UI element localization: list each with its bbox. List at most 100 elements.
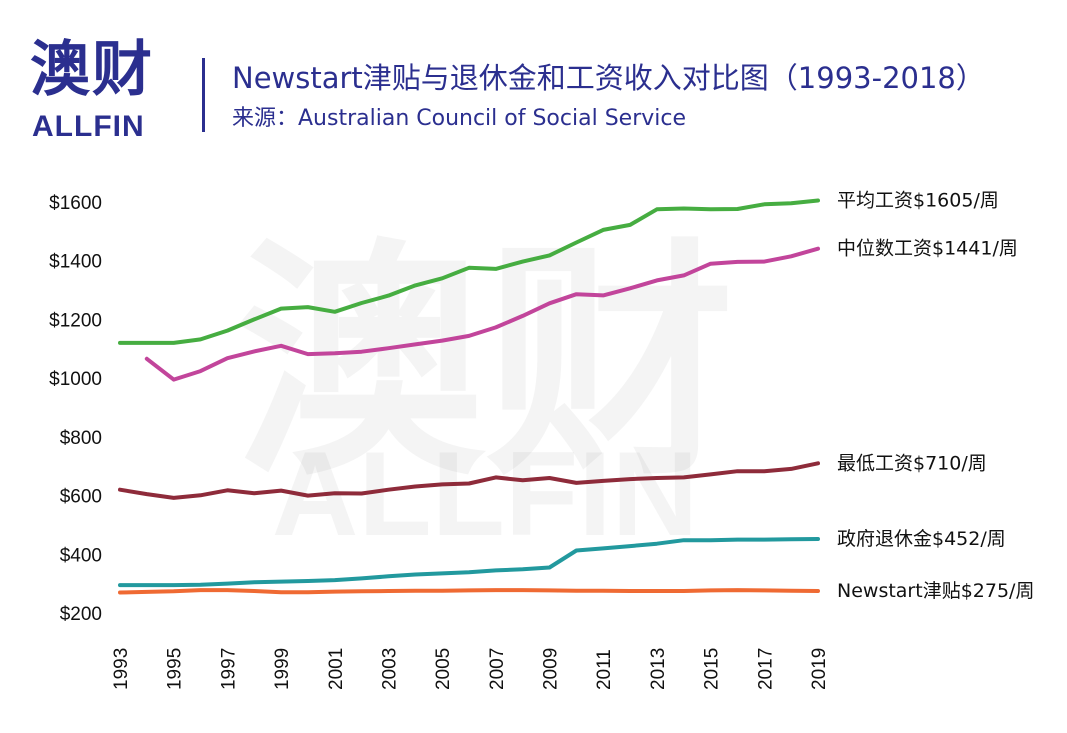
series-1-point [172, 378, 176, 382]
series-0-point [360, 301, 364, 305]
series-label-0: 平均工资$1605/周 [837, 190, 999, 212]
series-4-point [386, 589, 391, 593]
series-2-point [494, 475, 498, 479]
series-4-point [601, 589, 605, 593]
series-0-point [709, 207, 713, 211]
series-3-point [628, 544, 632, 548]
series-2-point [709, 472, 713, 476]
series-2-point [252, 491, 256, 495]
y-axis: $200 $400 $600 $800 $1000 $1200 $1400 $1600 [49, 193, 102, 625]
series-2-point [279, 489, 283, 493]
series-4-point [118, 590, 122, 595]
series-0-point [735, 207, 740, 211]
series-0-point [655, 207, 659, 211]
x-tick-label: 2009 [541, 648, 562, 690]
series-0-point [413, 283, 417, 287]
series-3-point [225, 582, 229, 586]
series-1-point [279, 344, 283, 348]
series-0-point [601, 228, 605, 232]
series-3-point [762, 538, 766, 542]
series-1-point [655, 278, 659, 282]
series-2-point [682, 475, 686, 479]
series-2-point [118, 488, 122, 492]
series-1-point [682, 273, 686, 277]
series-0-point [547, 253, 552, 257]
series-label-4: Newstart津贴$275/周 [837, 580, 1034, 602]
y-tick-label: $200 [60, 604, 102, 625]
x-tick-label: 1995 [165, 648, 186, 690]
x-tick-label: 2015 [702, 648, 723, 690]
series-1-point [762, 260, 766, 264]
series-0-point [252, 317, 256, 321]
series-2-point [440, 482, 444, 486]
series-0-point [279, 307, 283, 311]
series-3-point [198, 583, 203, 587]
series-3-point [413, 572, 417, 577]
y-tick-label: $1400 [49, 252, 102, 273]
series-4-point [628, 589, 632, 593]
series-2-point [762, 469, 766, 473]
series-4-point [709, 588, 713, 593]
series-0-point [628, 223, 632, 227]
x-axis: 1993 1995 1997 1999 2001 2003 2005 2007 2009 2011… [111, 648, 830, 690]
series-4-point [172, 589, 176, 593]
series-2-point [521, 478, 525, 482]
series-0-point [494, 267, 498, 271]
series-2-point [172, 496, 176, 500]
series-1-point [252, 349, 256, 353]
series-1-point [413, 342, 417, 346]
y-tick-label: $400 [60, 545, 102, 566]
series-3-point [306, 579, 310, 583]
series-0-point [762, 202, 766, 206]
series-3-point [601, 546, 605, 551]
y-tick-label: $800 [60, 428, 102, 449]
series-1-point [198, 369, 203, 373]
series-1-point [735, 260, 740, 264]
series-4-point [440, 589, 444, 593]
series-0-point [816, 198, 820, 203]
series-lines [118, 198, 820, 595]
series-2-point [628, 477, 632, 481]
y-tick-label: $600 [60, 487, 102, 508]
series-4-point [789, 589, 793, 593]
series-4-point [252, 589, 256, 593]
x-tick-label: 2019 [809, 648, 830, 690]
series-label-3: 政府退休金$452/周 [837, 528, 1006, 550]
series-1-point [145, 357, 149, 361]
series-0-point [333, 310, 337, 314]
series-0-point [118, 341, 122, 345]
series-3-point [735, 538, 740, 542]
series-1-point [628, 286, 632, 290]
y-tick-label: $1200 [49, 310, 102, 331]
series-3-point [145, 583, 149, 587]
series-3-point [574, 548, 579, 553]
series-3-point [118, 583, 122, 587]
series-3-point [467, 570, 471, 574]
series-3-point [494, 568, 498, 573]
x-tick-label: 2007 [487, 648, 508, 690]
series-0-point [225, 329, 229, 333]
series-2-point [145, 492, 149, 496]
series-2-point [360, 491, 364, 496]
series-4-point [333, 590, 337, 594]
series-0-point [386, 294, 391, 298]
series-1-point [709, 262, 713, 266]
series-4-point [494, 588, 498, 592]
series-labels: 平均工资$1605/周中位数工资$1441/周最低工资$710/周政府退休金$4… [837, 190, 1034, 602]
series-0-point [198, 337, 203, 341]
series-1-point [360, 350, 364, 354]
series-2-point [601, 479, 605, 483]
series-1-point [306, 352, 310, 356]
series-3-point [521, 567, 525, 571]
y-tick-label: $1600 [49, 193, 102, 214]
series-line-1 [144, 246, 820, 382]
series-1-point [494, 325, 498, 329]
series-3-point [789, 537, 793, 541]
series-4-point [225, 588, 229, 592]
series-3-point [279, 580, 283, 584]
x-tick-label: 2001 [326, 648, 347, 690]
series-0-point [682, 206, 686, 211]
x-tick-label: 2005 [433, 648, 454, 690]
